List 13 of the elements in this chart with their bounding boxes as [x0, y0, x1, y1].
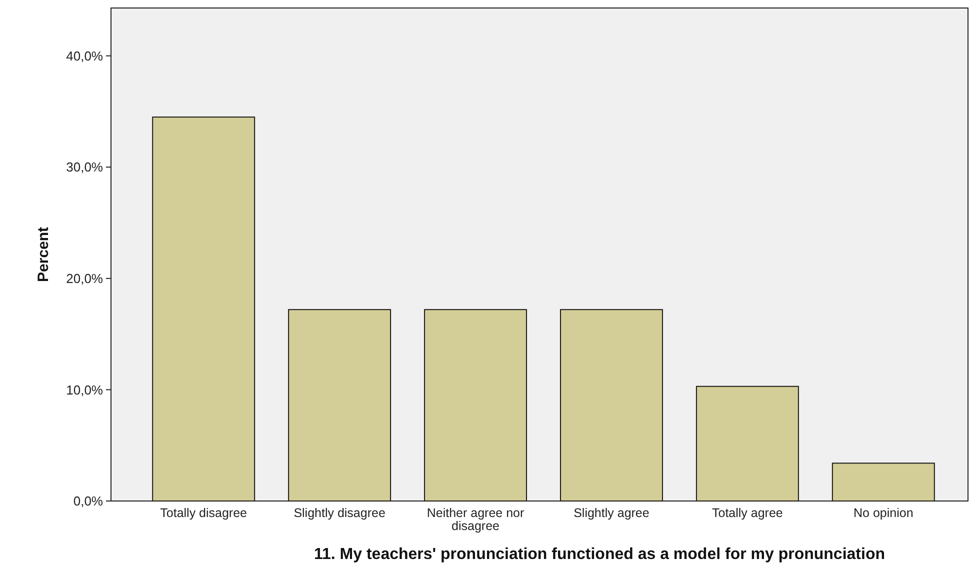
y-tick-label: 0,0%	[73, 494, 104, 509]
x-tick-label: Totally agree	[712, 506, 783, 520]
y-tick-label: 20,0%	[66, 270, 104, 286]
x-axis-title: 11. My teachers' pronunciation functioned as a model for my pronunciation	[314, 546, 886, 563]
x-tick-label: Slightly agree	[574, 506, 650, 520]
x-tick-label: Slightly disagree	[294, 506, 386, 520]
x-tick-label: Neither agree nor disagree	[426, 506, 524, 533]
x-tick-label: Totally disagree	[160, 506, 248, 520]
y-tick-label: 10,0%	[66, 382, 104, 398]
x-tick-label: No opinion	[854, 506, 914, 520]
y-tick-label: 30,0%	[66, 160, 104, 175]
y-axis-title: Percent	[35, 226, 52, 282]
y-tick-label: 40,0%	[66, 48, 104, 64]
